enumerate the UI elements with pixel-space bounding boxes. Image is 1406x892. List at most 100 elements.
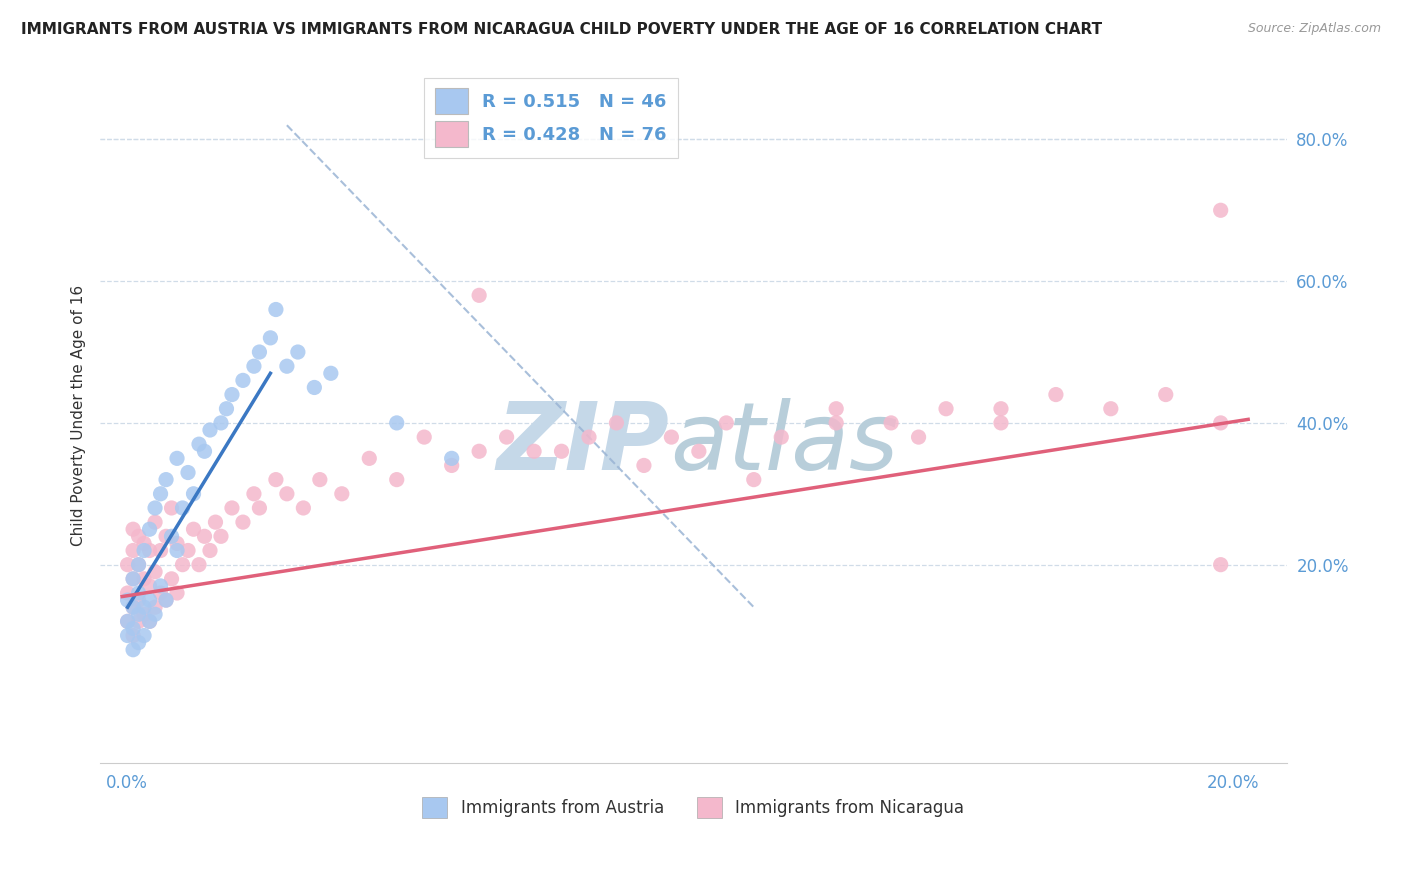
Point xyxy=(138,615,160,629)
Point xyxy=(117,586,139,600)
Point xyxy=(138,522,160,536)
Point xyxy=(221,387,243,401)
Point xyxy=(468,288,491,302)
Point xyxy=(249,500,271,515)
Point xyxy=(128,558,150,572)
Point xyxy=(688,444,710,458)
Point xyxy=(243,359,266,374)
Point xyxy=(468,444,491,458)
Point xyxy=(138,579,160,593)
Point xyxy=(149,586,172,600)
Point xyxy=(495,430,517,444)
Point xyxy=(716,416,738,430)
Point xyxy=(1209,558,1232,572)
Point xyxy=(1209,203,1232,218)
Point xyxy=(907,430,929,444)
Point xyxy=(117,558,139,572)
Point xyxy=(149,543,172,558)
Point xyxy=(149,487,172,501)
Point xyxy=(413,430,436,444)
Point xyxy=(330,487,353,501)
Point xyxy=(1045,387,1067,401)
Text: IMMIGRANTS FROM AUSTRIA VS IMMIGRANTS FROM NICARAGUA CHILD POVERTY UNDER THE AGE: IMMIGRANTS FROM AUSTRIA VS IMMIGRANTS FR… xyxy=(21,22,1102,37)
Point xyxy=(770,430,793,444)
Point xyxy=(276,359,298,374)
Point xyxy=(143,515,166,529)
Point xyxy=(128,529,150,543)
Point xyxy=(122,522,145,536)
Point xyxy=(155,473,177,487)
Point xyxy=(308,473,330,487)
Point xyxy=(149,579,172,593)
Text: Source: ZipAtlas.com: Source: ZipAtlas.com xyxy=(1247,22,1381,36)
Point xyxy=(166,451,188,466)
Point xyxy=(276,487,298,501)
Point xyxy=(143,500,166,515)
Point xyxy=(825,401,848,416)
Point xyxy=(259,331,281,345)
Point xyxy=(1154,387,1177,401)
Point xyxy=(138,615,160,629)
Point xyxy=(605,416,627,430)
Point xyxy=(193,529,215,543)
Point xyxy=(122,572,145,586)
Point xyxy=(440,451,463,466)
Point xyxy=(198,423,221,437)
Point xyxy=(385,416,408,430)
Point xyxy=(990,416,1012,430)
Point xyxy=(122,642,145,657)
Point xyxy=(117,615,139,629)
Point xyxy=(209,416,232,430)
Point xyxy=(935,401,957,416)
Point xyxy=(221,500,243,515)
Point xyxy=(188,558,211,572)
Point xyxy=(249,345,271,359)
Text: ZIP: ZIP xyxy=(496,398,669,490)
Point xyxy=(117,628,139,642)
Point xyxy=(292,500,315,515)
Point xyxy=(880,416,903,430)
Point xyxy=(825,416,848,430)
Point xyxy=(287,345,309,359)
Point xyxy=(264,473,287,487)
Point xyxy=(128,586,150,600)
Point xyxy=(143,607,166,622)
Point xyxy=(359,451,381,466)
Point xyxy=(304,380,326,394)
Point xyxy=(128,635,150,649)
Point xyxy=(661,430,683,444)
Point xyxy=(132,600,155,615)
Point xyxy=(232,373,254,387)
Y-axis label: Child Poverty Under the Age of 16: Child Poverty Under the Age of 16 xyxy=(72,285,86,547)
Text: 20.0%: 20.0% xyxy=(1206,773,1260,792)
Point xyxy=(122,572,145,586)
Point xyxy=(232,515,254,529)
Point xyxy=(183,487,205,501)
Text: 0.0%: 0.0% xyxy=(105,773,148,792)
Point xyxy=(319,366,342,380)
Point xyxy=(166,536,188,550)
Point xyxy=(132,572,155,586)
Point xyxy=(742,473,765,487)
Point xyxy=(117,593,139,607)
Point xyxy=(578,430,600,444)
Point xyxy=(198,543,221,558)
Point xyxy=(122,543,145,558)
Point xyxy=(143,600,166,615)
Point xyxy=(143,565,166,579)
Point xyxy=(193,444,215,458)
Point xyxy=(243,487,266,501)
Point xyxy=(138,543,160,558)
Point xyxy=(1099,401,1122,416)
Point xyxy=(128,593,150,607)
Point xyxy=(132,536,155,550)
Point xyxy=(155,593,177,607)
Point xyxy=(138,593,160,607)
Point xyxy=(166,543,188,558)
Point xyxy=(177,466,200,480)
Point xyxy=(204,515,226,529)
Point xyxy=(166,586,188,600)
Point xyxy=(215,401,238,416)
Legend: Immigrants from Austria, Immigrants from Nicaragua: Immigrants from Austria, Immigrants from… xyxy=(416,790,972,824)
Point xyxy=(132,607,155,622)
